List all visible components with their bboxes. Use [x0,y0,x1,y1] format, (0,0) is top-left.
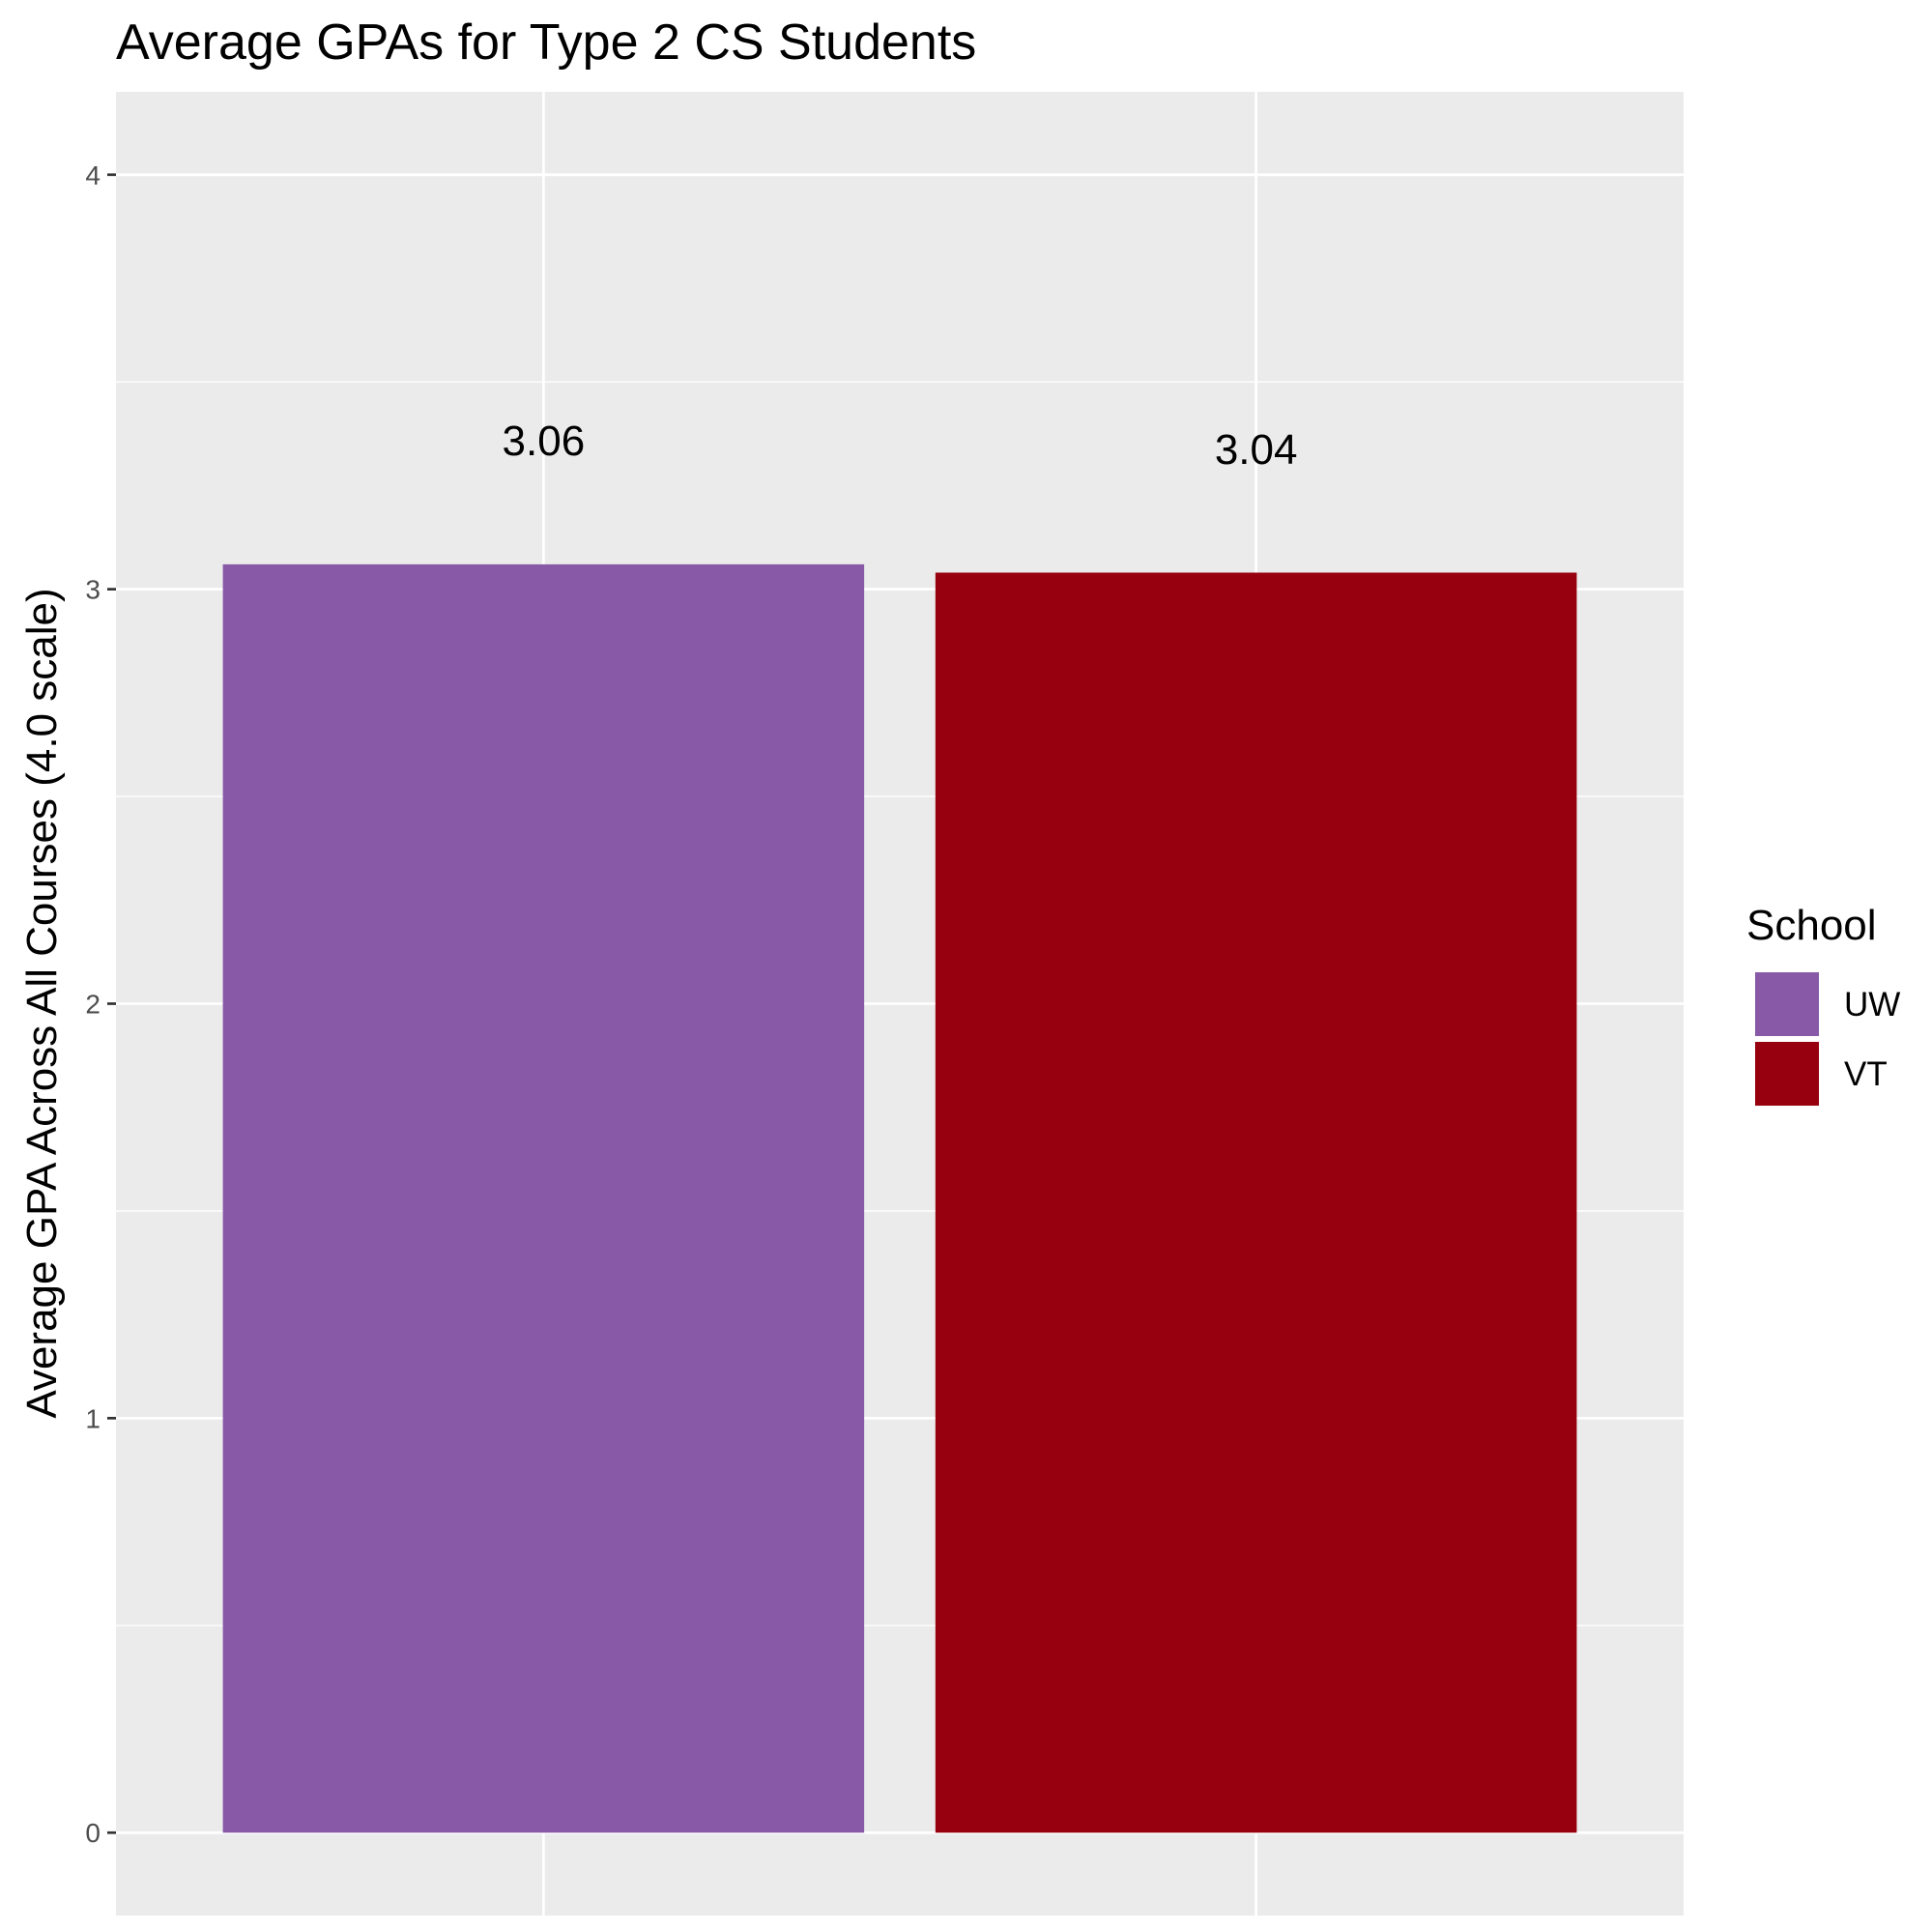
bar-value-label: 3.06 [503,418,586,465]
bar-uw [222,563,865,1833]
y-tick-label: 0 [85,1818,101,1848]
y-axis-title: Average GPA Across All Courses (4.0 scal… [18,588,66,1418]
y-axis: 0 1 2 3 4 [85,160,116,1848]
y-tick-label: 4 [85,160,101,190]
bars [222,563,1577,1833]
legend-key-uw [1755,972,1819,1036]
legend: School UW VT [1746,902,1900,1106]
bar-vt [935,572,1577,1833]
y-tick-label: 3 [85,575,101,605]
legend-label: VT [1844,1055,1888,1093]
legend-title: School [1746,902,1877,949]
bar-value-label: 3.04 [1215,426,1298,474]
y-tick-label: 1 [85,1403,101,1433]
legend-label: UW [1844,986,1900,1024]
bar-value-labels: 3.06 3.04 [503,418,1298,474]
chart-title: Average GPAs for Type 2 CS Students [116,14,976,71]
y-tick-label: 2 [85,990,101,1020]
legend-key-vt [1755,1042,1819,1106]
